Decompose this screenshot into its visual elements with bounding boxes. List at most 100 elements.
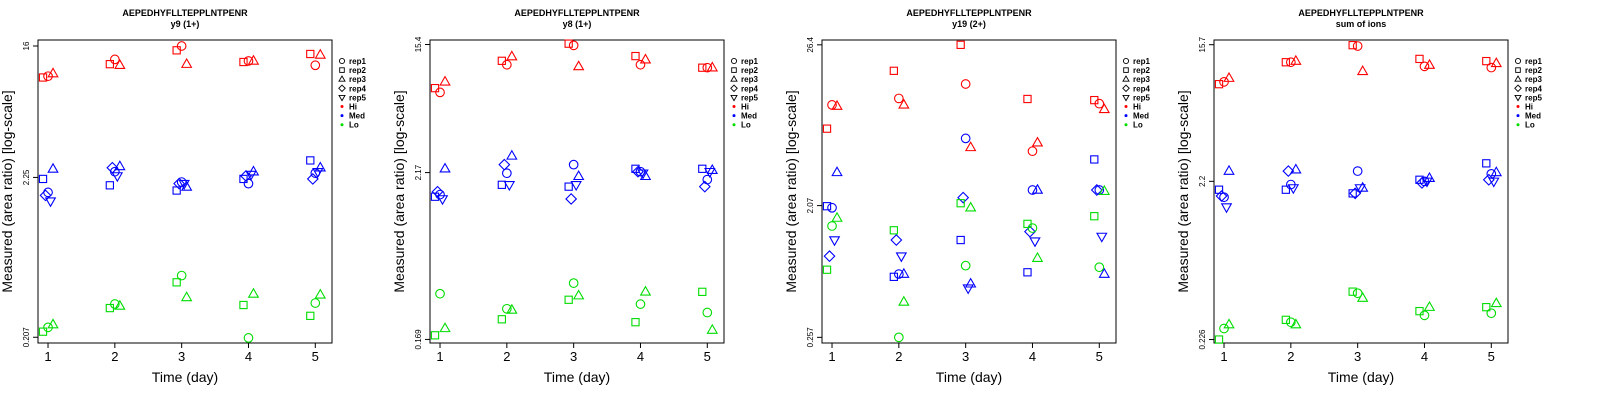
- x-tick-label: 2: [895, 349, 902, 364]
- data-point: [439, 162, 451, 173]
- legend-label: Hi: [1133, 103, 1141, 112]
- data-point: [1290, 163, 1302, 174]
- data-point: [1490, 297, 1503, 308]
- legend-label: rep1: [1525, 57, 1542, 66]
- data-point: [822, 202, 832, 211]
- chart-title: AEPEDHYFLLTEPPLNTPENR: [906, 8, 1032, 18]
- data-point: [827, 202, 837, 213]
- data-point: [568, 278, 579, 288]
- x-axis-label: Time (day): [544, 369, 610, 385]
- data-point: [889, 66, 898, 75]
- data-point: [114, 58, 126, 70]
- data-point: [702, 62, 713, 73]
- data-point: [1354, 184, 1366, 195]
- legend-label: Lo: [1525, 121, 1535, 130]
- legend-label: rep4: [741, 84, 758, 93]
- data-point: [572, 169, 585, 181]
- x-axis-label: Time (day): [1328, 369, 1394, 385]
- legend-color-dot: [1516, 114, 1520, 118]
- y-tick-label: 0.169: [414, 329, 423, 350]
- legend-marker: [1514, 75, 1522, 82]
- data-point: [890, 234, 903, 247]
- y-tick-label: 0.207: [22, 327, 31, 348]
- legend-marker: [1122, 84, 1130, 93]
- data-point: [1482, 303, 1491, 312]
- data-point: [565, 192, 578, 205]
- chart-title: AEPEDHYFLLTEPPLNTPENR: [1298, 8, 1424, 18]
- x-tick-label: 5: [1096, 349, 1103, 364]
- plot-frame: [37, 39, 333, 344]
- data-point: [1029, 237, 1041, 248]
- data-point: [702, 307, 713, 318]
- legend-color-dot: [732, 123, 736, 127]
- data-point: [243, 333, 254, 343]
- data-point: [105, 60, 114, 69]
- data-point: [1290, 54, 1302, 65]
- data-point: [239, 57, 248, 67]
- legend-label: rep4: [1133, 84, 1150, 93]
- data-point: [564, 182, 573, 191]
- data-point: [1352, 41, 1363, 51]
- data-point: [39, 189, 52, 202]
- legend-marker: [1123, 67, 1129, 73]
- data-point: [822, 265, 832, 274]
- data-point: [497, 56, 506, 65]
- x-tick-label: 3: [962, 349, 969, 364]
- legend-label: rep3: [1525, 75, 1542, 84]
- data-point: [38, 73, 48, 82]
- chart-title: AEPEDHYFLLTEPPLNTPENR: [514, 8, 640, 18]
- data-point: [1090, 95, 1099, 105]
- y-tick-label: 16: [22, 41, 31, 50]
- data-point: [306, 172, 319, 185]
- data-point: [111, 172, 124, 183]
- data-point: [430, 83, 440, 93]
- legend-marker: [338, 57, 346, 65]
- data-point: [898, 267, 910, 278]
- data-point: [1090, 184, 1103, 196]
- plot-frame: [429, 39, 725, 344]
- data-point: [1223, 318, 1235, 329]
- data-point: [497, 180, 506, 189]
- data-point: [1031, 251, 1044, 262]
- data-point: [176, 41, 187, 51]
- data-point: [306, 156, 315, 165]
- data-point: [38, 174, 48, 184]
- y-axis-label: Measured (area ratio) [log-scale]: [783, 90, 799, 292]
- data-point: [243, 56, 254, 66]
- data-point: [1349, 187, 1362, 200]
- data-point: [501, 168, 512, 179]
- data-point: [47, 318, 59, 329]
- data-point: [312, 167, 324, 179]
- y-tick-label: 15.4: [414, 36, 423, 52]
- data-point: [706, 61, 719, 72]
- legend-label: rep5: [1133, 93, 1150, 102]
- data-point: [1223, 71, 1235, 82]
- data-point: [1490, 166, 1503, 177]
- data-point: [430, 331, 440, 340]
- data-point: [1023, 225, 1036, 238]
- series-med: [1214, 159, 1503, 214]
- data-point: [245, 170, 257, 181]
- legend-label: Lo: [741, 121, 751, 130]
- legend-marker: [1122, 57, 1130, 65]
- data-point: [637, 169, 649, 180]
- data-point: [1356, 291, 1369, 302]
- data-point: [962, 284, 974, 295]
- data-point: [435, 288, 445, 299]
- data-point: [823, 250, 836, 263]
- legend-label: Med: [349, 112, 365, 121]
- legend-label: rep4: [1525, 84, 1542, 93]
- data-point: [1287, 184, 1300, 195]
- data-point: [44, 197, 57, 208]
- data-point: [1356, 65, 1369, 76]
- data-point: [1281, 315, 1290, 324]
- data-point: [172, 46, 181, 55]
- data-point: [822, 124, 832, 133]
- data-point: [568, 40, 579, 51]
- series-lo: [38, 270, 327, 343]
- legend-label: Med: [1525, 112, 1541, 121]
- data-point: [831, 166, 843, 177]
- legend-marker: [1122, 94, 1130, 102]
